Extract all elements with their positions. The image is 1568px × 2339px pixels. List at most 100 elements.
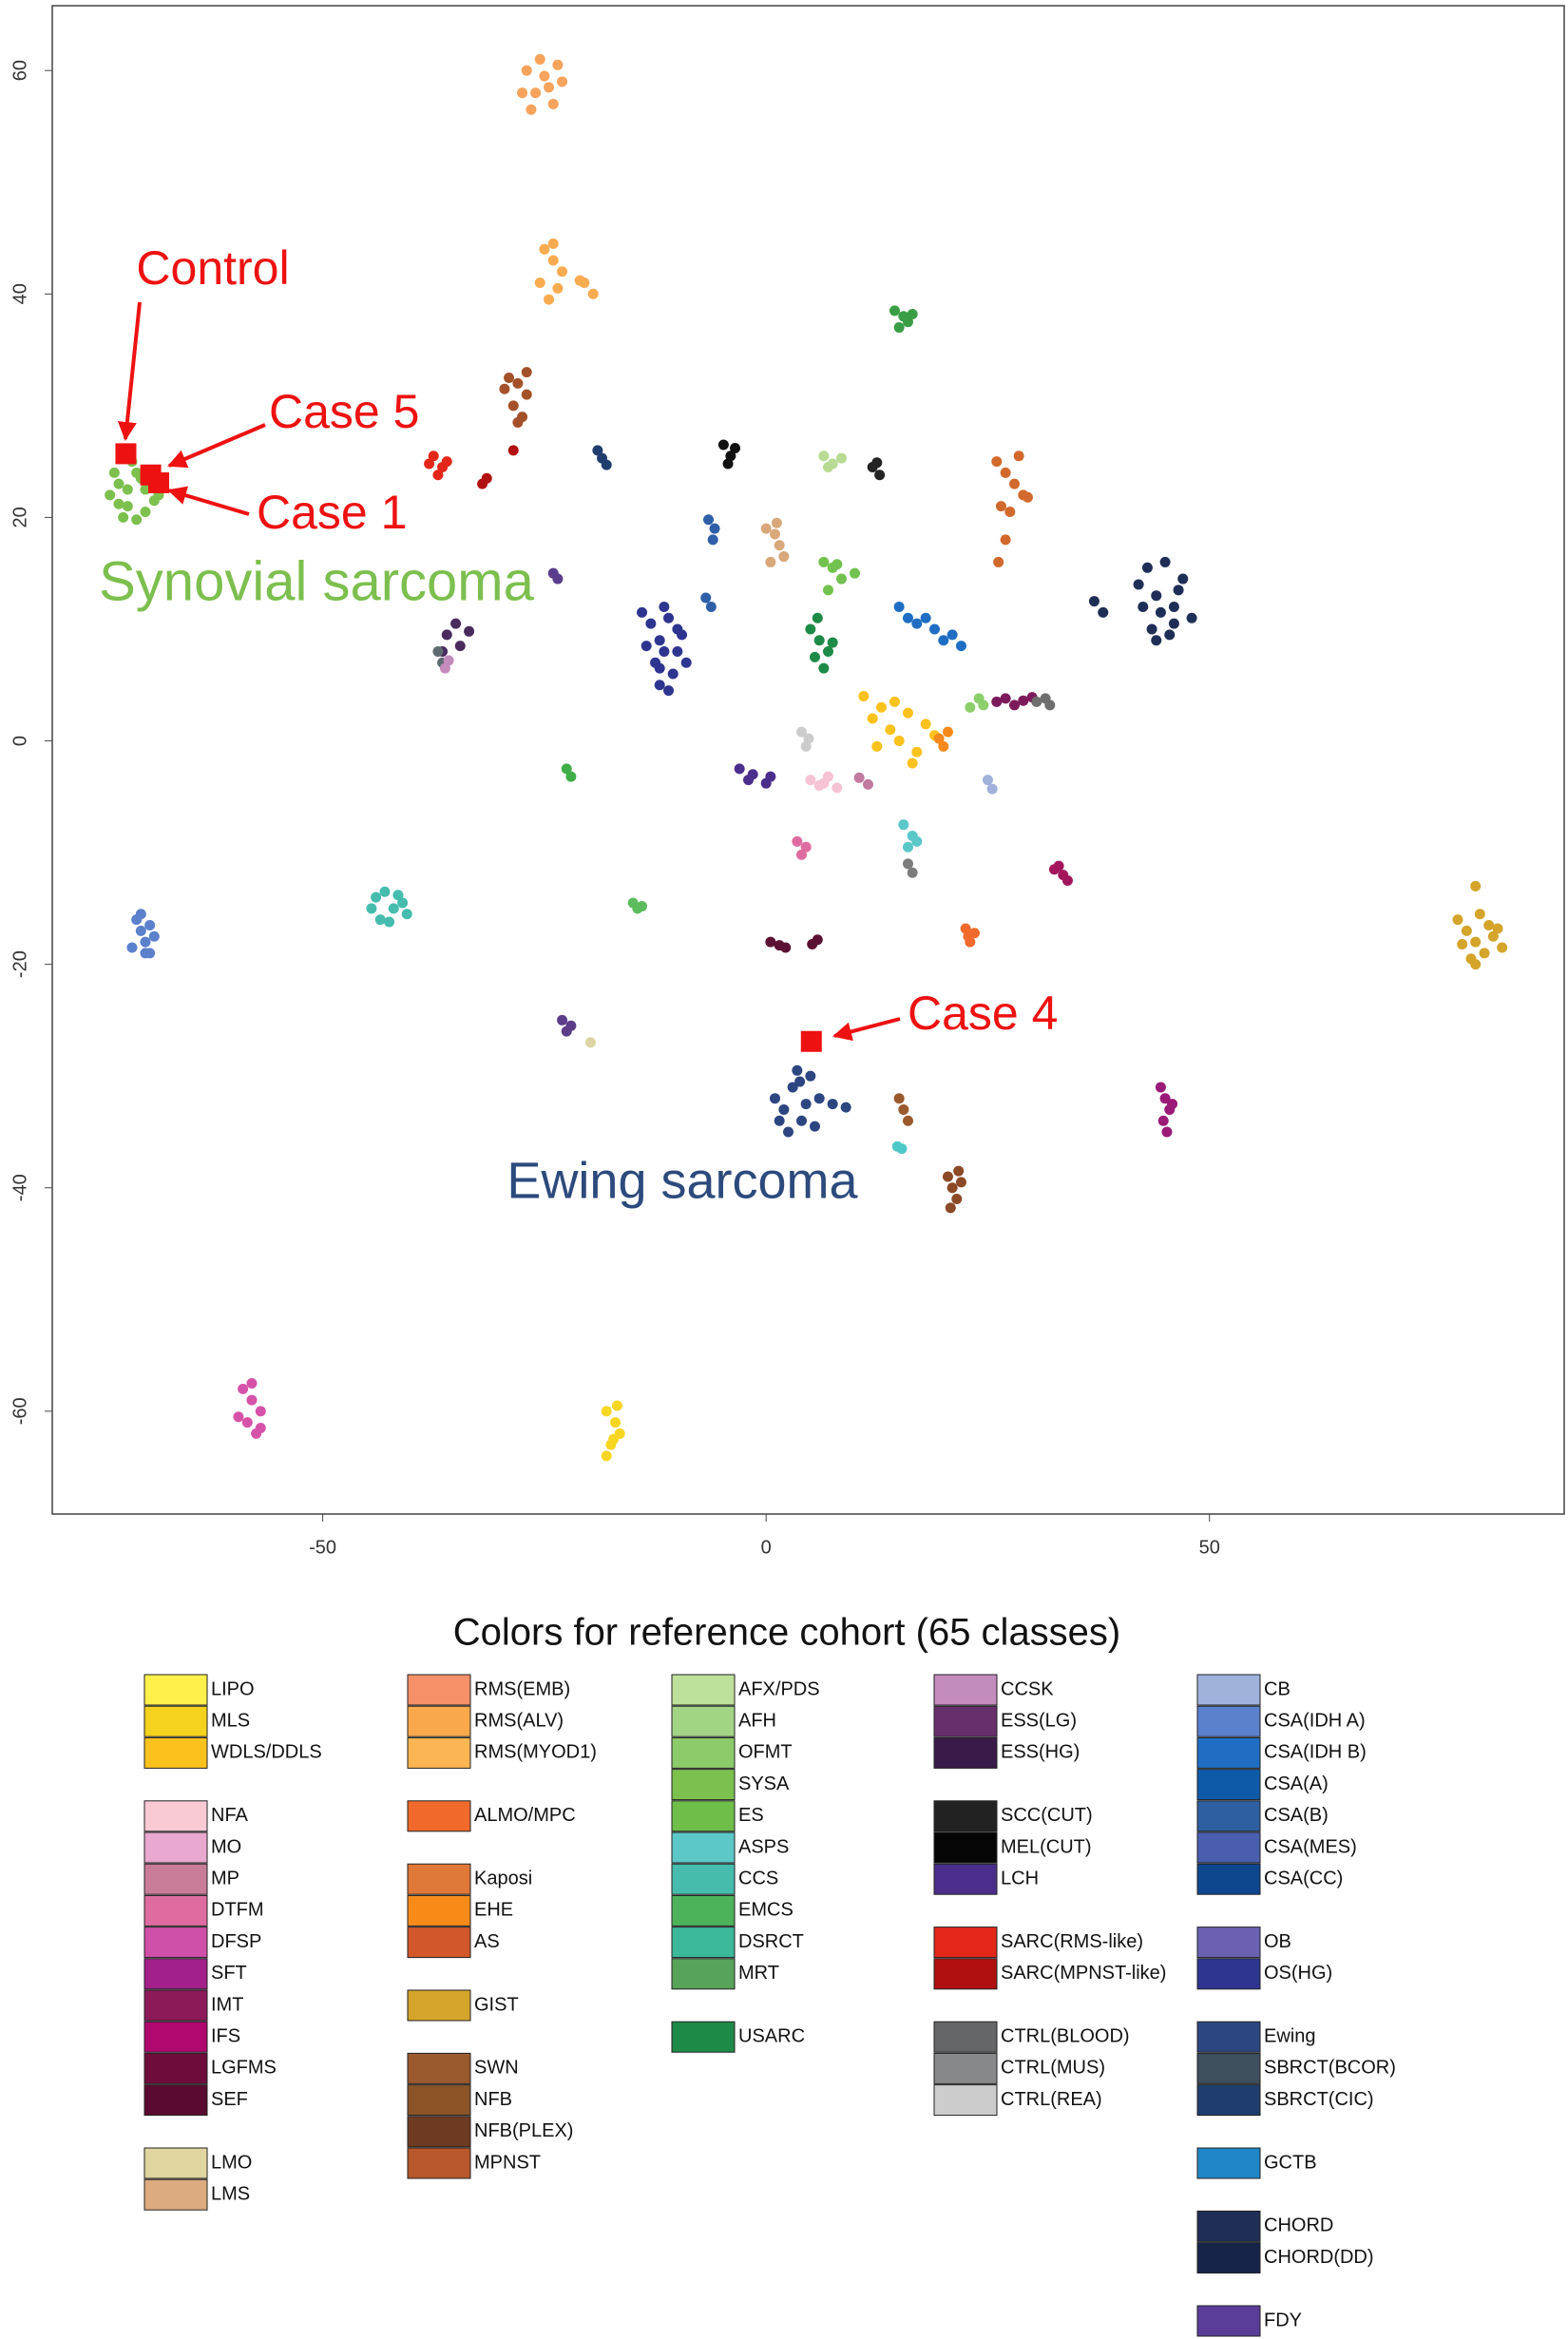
point [991, 456, 1003, 468]
point [1177, 573, 1189, 585]
legend-label: ESS(LG) [1001, 1710, 1077, 1731]
arrow [117, 301, 142, 441]
point [770, 1093, 781, 1104]
point [1000, 467, 1011, 478]
point [1483, 919, 1495, 930]
annotation: Synovial sarcoma [99, 550, 534, 612]
point [255, 1422, 266, 1433]
point [1000, 534, 1011, 546]
legend-swatch [407, 1927, 471, 1959]
point [995, 501, 1006, 512]
point [441, 456, 452, 468]
legend-swatch [143, 1674, 208, 1706]
point [547, 238, 559, 249]
legend-label: LMO [211, 2152, 252, 2173]
legend-label: CCS [738, 1868, 778, 1888]
point [534, 278, 545, 289]
legend-swatch [143, 1958, 208, 1990]
point [889, 305, 900, 316]
point [805, 623, 816, 635]
point [601, 1450, 612, 1462]
point [526, 104, 537, 115]
point [601, 1406, 612, 1417]
point [521, 367, 532, 378]
point [812, 934, 823, 946]
point [1457, 938, 1468, 949]
point [835, 573, 847, 585]
point [862, 778, 873, 790]
point [840, 1102, 851, 1113]
point [792, 1064, 803, 1076]
legend-swatch [671, 1736, 736, 1769]
point [920, 612, 931, 623]
point [443, 655, 454, 666]
point [813, 635, 825, 646]
legend-label: SARC(MPNST-like) [1001, 1963, 1166, 1984]
point [1044, 700, 1056, 711]
point [1138, 601, 1149, 612]
legend-swatch [671, 1674, 736, 1706]
legend-swatch [407, 2052, 471, 2084]
legend-swatch [1196, 2305, 1261, 2337]
point [875, 701, 887, 713]
point [587, 288, 599, 299]
case-marker [147, 471, 169, 493]
point [680, 657, 692, 668]
y-tick-label: 60 [10, 60, 30, 81]
point [809, 651, 820, 662]
legend-swatch [1196, 2210, 1261, 2242]
point [1461, 925, 1472, 936]
point [955, 1177, 966, 1188]
point [805, 775, 816, 786]
point [832, 559, 843, 570]
point [379, 886, 391, 897]
legend-label: RMS(MYOD1) [474, 1742, 597, 1763]
point [1470, 880, 1482, 892]
legend-swatch [407, 2147, 471, 2179]
point [991, 696, 1003, 707]
point [544, 294, 555, 305]
point [1155, 1082, 1166, 1093]
legend-label: DTFM [211, 1900, 264, 1921]
legend-label: CHORD(DD) [1264, 2247, 1374, 2268]
legend-label: WDLS/DDLS [211, 1742, 322, 1763]
legend-label: LIPO [211, 1678, 255, 1699]
point [770, 528, 781, 540]
point [424, 458, 435, 470]
point [507, 400, 519, 412]
point [135, 925, 146, 936]
point [896, 1143, 908, 1155]
point [659, 601, 670, 612]
point [1497, 942, 1508, 953]
legend-swatch [933, 1863, 998, 1895]
point [796, 849, 808, 860]
legend-label: SBRCT(BCOR) [1264, 2058, 1396, 2079]
point [654, 662, 665, 674]
point [1164, 629, 1176, 641]
point [1008, 700, 1020, 711]
legend-label: CSA(MES) [1264, 1836, 1357, 1857]
point [530, 87, 542, 99]
legend-swatch [407, 1863, 471, 1895]
point [928, 623, 940, 635]
legend-label: FDY [1264, 2310, 1302, 2330]
legend-swatch [143, 2052, 208, 2084]
point [547, 255, 559, 266]
point [907, 867, 918, 878]
point [734, 763, 745, 775]
legend-swatch [933, 1927, 998, 1959]
point [1004, 507, 1016, 518]
legend-label: ESS(HG) [1001, 1742, 1080, 1763]
legend-swatch [1196, 2147, 1261, 2179]
point [893, 322, 905, 334]
legend-label: CB [1264, 1678, 1291, 1699]
point [1186, 612, 1197, 623]
point [1031, 696, 1042, 707]
case-marker [115, 443, 137, 465]
legend-label: MO [211, 1836, 241, 1857]
legend-swatch [1196, 1674, 1261, 1706]
legend-swatch [143, 1927, 208, 1959]
legend-swatch [407, 1736, 471, 1769]
point [933, 733, 945, 744]
legend-swatch [1196, 1736, 1261, 1769]
